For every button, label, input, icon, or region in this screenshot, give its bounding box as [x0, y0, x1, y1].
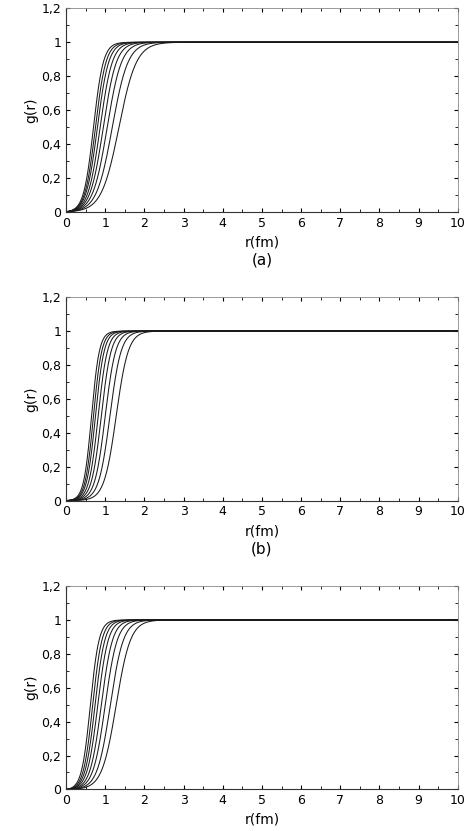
X-axis label: r(fm): r(fm) — [244, 235, 279, 249]
Text: (c): (c) — [252, 830, 272, 831]
Y-axis label: g(r): g(r) — [25, 675, 38, 701]
Text: (b): (b) — [251, 541, 273, 556]
Text: (a): (a) — [252, 253, 272, 268]
Y-axis label: g(r): g(r) — [25, 97, 38, 123]
Y-axis label: g(r): g(r) — [25, 386, 38, 411]
X-axis label: r(fm): r(fm) — [244, 813, 279, 827]
X-axis label: r(fm): r(fm) — [244, 524, 279, 538]
